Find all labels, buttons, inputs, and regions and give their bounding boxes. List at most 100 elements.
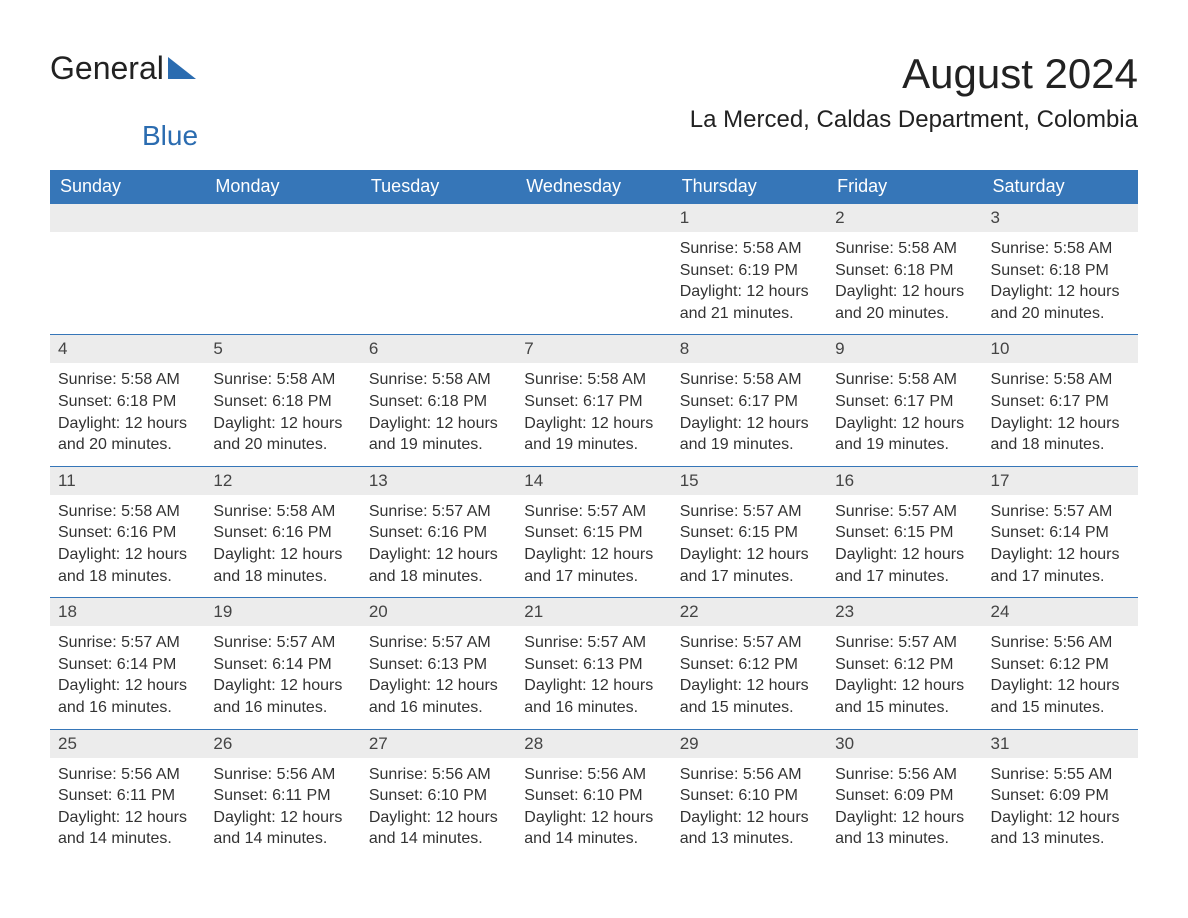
day-number: 29 <box>672 729 827 758</box>
daylight-text: Daylight: 12 hours and 18 minutes. <box>991 413 1130 456</box>
sunset-text: Sunset: 6:14 PM <box>991 522 1130 544</box>
day-content: Sunrise: 5:56 AMSunset: 6:10 PMDaylight:… <box>672 758 827 860</box>
sunrise-text: Sunrise: 5:57 AM <box>835 632 974 654</box>
calendar-day-cell: 18Sunrise: 5:57 AMSunset: 6:14 PMDayligh… <box>50 597 205 728</box>
daylight-text: Daylight: 12 hours and 14 minutes. <box>369 807 508 850</box>
day-content-empty <box>361 232 516 322</box>
calendar-day-cell: 31Sunrise: 5:55 AMSunset: 6:09 PMDayligh… <box>983 729 1138 860</box>
sunset-text: Sunset: 6:18 PM <box>835 260 974 282</box>
day-content: Sunrise: 5:58 AMSunset: 6:19 PMDaylight:… <box>672 232 827 334</box>
day-content: Sunrise: 5:55 AMSunset: 6:09 PMDaylight:… <box>983 758 1138 860</box>
weekday-header: Tuesday <box>361 170 516 203</box>
sunrise-text: Sunrise: 5:56 AM <box>213 764 352 786</box>
daylight-text: Daylight: 12 hours and 16 minutes. <box>213 675 352 718</box>
sunrise-text: Sunrise: 5:57 AM <box>58 632 197 654</box>
day-content: Sunrise: 5:56 AMSunset: 6:10 PMDaylight:… <box>361 758 516 860</box>
calendar-day-cell: 26Sunrise: 5:56 AMSunset: 6:11 PMDayligh… <box>205 729 360 860</box>
sunset-text: Sunset: 6:09 PM <box>835 785 974 807</box>
sunset-text: Sunset: 6:09 PM <box>991 785 1130 807</box>
calendar-day-cell: 13Sunrise: 5:57 AMSunset: 6:16 PMDayligh… <box>361 466 516 597</box>
day-number: 30 <box>827 729 982 758</box>
calendar-week-row: 1Sunrise: 5:58 AMSunset: 6:19 PMDaylight… <box>50 203 1138 334</box>
day-number: 16 <box>827 466 982 495</box>
sunset-text: Sunset: 6:19 PM <box>680 260 819 282</box>
sunrise-text: Sunrise: 5:58 AM <box>991 369 1130 391</box>
day-number: 14 <box>516 466 671 495</box>
daylight-text: Daylight: 12 hours and 19 minutes. <box>680 413 819 456</box>
day-content: Sunrise: 5:56 AMSunset: 6:10 PMDaylight:… <box>516 758 671 860</box>
calendar-table: SundayMondayTuesdayWednesdayThursdayFrid… <box>50 170 1138 860</box>
day-content: Sunrise: 5:58 AMSunset: 6:18 PMDaylight:… <box>983 232 1138 334</box>
calendar-day-cell: 12Sunrise: 5:58 AMSunset: 6:16 PMDayligh… <box>205 466 360 597</box>
sunset-text: Sunset: 6:14 PM <box>213 654 352 676</box>
day-content: Sunrise: 5:58 AMSunset: 6:18 PMDaylight:… <box>205 363 360 465</box>
sunset-text: Sunset: 6:11 PM <box>58 785 197 807</box>
calendar-day-cell: 22Sunrise: 5:57 AMSunset: 6:12 PMDayligh… <box>672 597 827 728</box>
day-number-empty <box>50 203 205 232</box>
daylight-text: Daylight: 12 hours and 14 minutes. <box>524 807 663 850</box>
day-number: 7 <box>516 334 671 363</box>
daylight-text: Daylight: 12 hours and 19 minutes. <box>524 413 663 456</box>
sunset-text: Sunset: 6:10 PM <box>524 785 663 807</box>
calendar-day-cell: 5Sunrise: 5:58 AMSunset: 6:18 PMDaylight… <box>205 334 360 465</box>
calendar-day-cell <box>205 203 360 334</box>
sunrise-text: Sunrise: 5:57 AM <box>369 632 508 654</box>
sunrise-text: Sunrise: 5:57 AM <box>680 501 819 523</box>
day-number: 26 <box>205 729 360 758</box>
sunset-text: Sunset: 6:15 PM <box>835 522 974 544</box>
day-content: Sunrise: 5:58 AMSunset: 6:17 PMDaylight:… <box>516 363 671 465</box>
sunrise-text: Sunrise: 5:58 AM <box>213 501 352 523</box>
calendar-day-cell: 17Sunrise: 5:57 AMSunset: 6:14 PMDayligh… <box>983 466 1138 597</box>
day-number: 4 <box>50 334 205 363</box>
calendar-week-row: 25Sunrise: 5:56 AMSunset: 6:11 PMDayligh… <box>50 729 1138 860</box>
calendar-body: 1Sunrise: 5:58 AMSunset: 6:19 PMDaylight… <box>50 203 1138 860</box>
daylight-text: Daylight: 12 hours and 13 minutes. <box>680 807 819 850</box>
sunrise-text: Sunrise: 5:58 AM <box>680 369 819 391</box>
calendar-day-cell: 23Sunrise: 5:57 AMSunset: 6:12 PMDayligh… <box>827 597 982 728</box>
calendar-day-cell: 24Sunrise: 5:56 AMSunset: 6:12 PMDayligh… <box>983 597 1138 728</box>
day-content: Sunrise: 5:57 AMSunset: 6:12 PMDaylight:… <box>827 626 982 728</box>
day-content: Sunrise: 5:57 AMSunset: 6:12 PMDaylight:… <box>672 626 827 728</box>
weekday-header: Monday <box>205 170 360 203</box>
sunrise-text: Sunrise: 5:58 AM <box>58 501 197 523</box>
day-content: Sunrise: 5:57 AMSunset: 6:15 PMDaylight:… <box>516 495 671 597</box>
sunset-text: Sunset: 6:10 PM <box>680 785 819 807</box>
sunset-text: Sunset: 6:13 PM <box>369 654 508 676</box>
daylight-text: Daylight: 12 hours and 16 minutes. <box>58 675 197 718</box>
sunset-text: Sunset: 6:13 PM <box>524 654 663 676</box>
day-content: Sunrise: 5:56 AMSunset: 6:11 PMDaylight:… <box>205 758 360 860</box>
day-content-empty <box>50 232 205 322</box>
day-number: 8 <box>672 334 827 363</box>
sunset-text: Sunset: 6:15 PM <box>524 522 663 544</box>
day-number: 27 <box>361 729 516 758</box>
daylight-text: Daylight: 12 hours and 20 minutes. <box>58 413 197 456</box>
sunrise-text: Sunrise: 5:58 AM <box>524 369 663 391</box>
sunset-text: Sunset: 6:16 PM <box>58 522 197 544</box>
logo-text-general: General <box>50 50 164 87</box>
month-title: August 2024 <box>690 50 1138 98</box>
sunset-text: Sunset: 6:12 PM <box>991 654 1130 676</box>
calendar-day-cell: 19Sunrise: 5:57 AMSunset: 6:14 PMDayligh… <box>205 597 360 728</box>
day-content: Sunrise: 5:57 AMSunset: 6:16 PMDaylight:… <box>361 495 516 597</box>
sunrise-text: Sunrise: 5:58 AM <box>369 369 508 391</box>
sunrise-text: Sunrise: 5:56 AM <box>58 764 197 786</box>
day-content: Sunrise: 5:57 AMSunset: 6:14 PMDaylight:… <box>205 626 360 728</box>
sunrise-text: Sunrise: 5:56 AM <box>835 764 974 786</box>
daylight-text: Daylight: 12 hours and 15 minutes. <box>991 675 1130 718</box>
daylight-text: Daylight: 12 hours and 21 minutes. <box>680 281 819 324</box>
daylight-text: Daylight: 12 hours and 16 minutes. <box>524 675 663 718</box>
sunset-text: Sunset: 6:16 PM <box>213 522 352 544</box>
day-content: Sunrise: 5:57 AMSunset: 6:15 PMDaylight:… <box>827 495 982 597</box>
weekday-header: Sunday <box>50 170 205 203</box>
day-number: 21 <box>516 597 671 626</box>
sunrise-text: Sunrise: 5:55 AM <box>991 764 1130 786</box>
calendar-day-cell <box>361 203 516 334</box>
day-number: 9 <box>827 334 982 363</box>
day-number: 25 <box>50 729 205 758</box>
sunset-text: Sunset: 6:18 PM <box>213 391 352 413</box>
daylight-text: Daylight: 12 hours and 13 minutes. <box>835 807 974 850</box>
calendar-day-cell: 15Sunrise: 5:57 AMSunset: 6:15 PMDayligh… <box>672 466 827 597</box>
sunset-text: Sunset: 6:18 PM <box>58 391 197 413</box>
day-number-empty <box>516 203 671 232</box>
calendar-week-row: 11Sunrise: 5:58 AMSunset: 6:16 PMDayligh… <box>50 466 1138 597</box>
